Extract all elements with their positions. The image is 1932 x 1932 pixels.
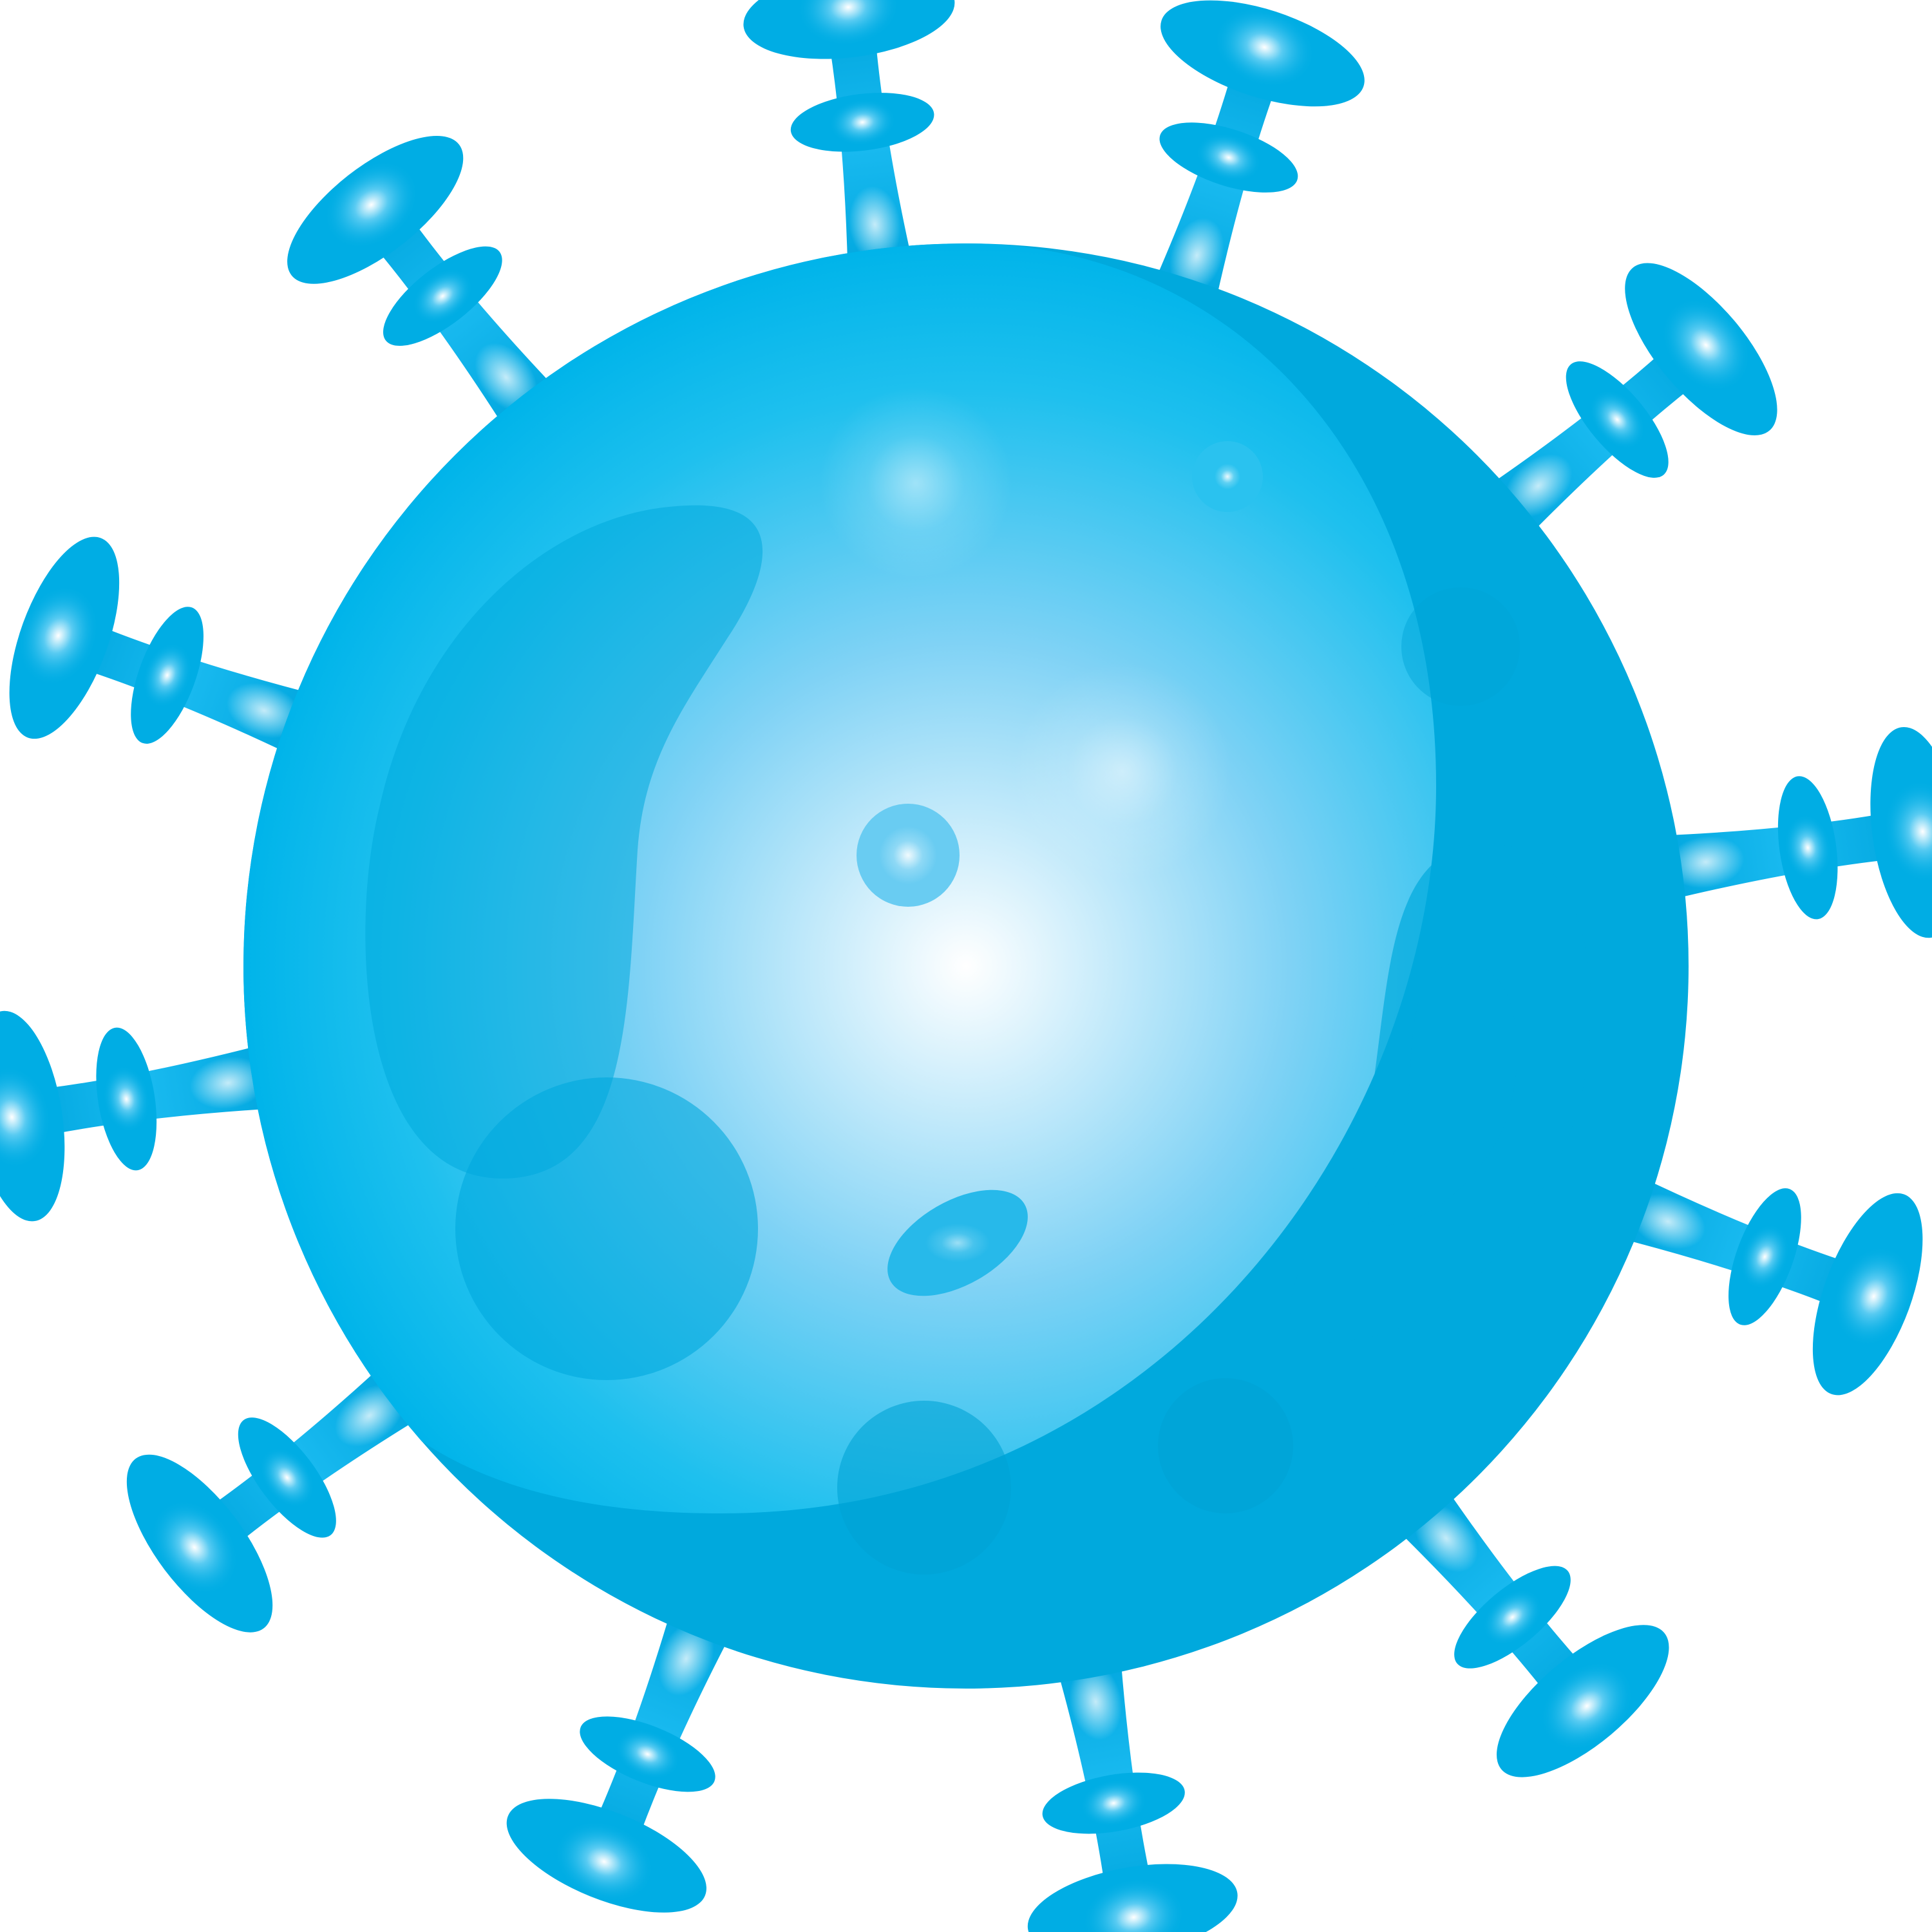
spike-tip-glint: [554, 1821, 654, 1902]
body-spot-large-lower-left: [455, 1077, 758, 1380]
spike-ring-glint: [412, 269, 473, 324]
spike: [1149, 0, 1365, 315]
spike: [506, 1598, 737, 1913]
spike: [1608, 1172, 1923, 1396]
spike-tip-glint: [1540, 1662, 1634, 1751]
spike-base-glow: [1631, 1193, 1706, 1249]
spike-base-glow: [189, 1056, 267, 1110]
spike: [126, 1358, 431, 1633]
body-spot-glow-right: [1013, 662, 1232, 881]
body-shadow-blob-right-inner: [1368, 963, 1517, 1226]
body-spot-top-center: [819, 386, 1012, 580]
body-spot-right: [1401, 587, 1520, 706]
spike-base-glow: [1414, 1504, 1478, 1573]
spike-ring-glint: [102, 1065, 150, 1133]
spike-tip-glint: [1662, 298, 1751, 392]
spike-tip-glint: [1214, 7, 1315, 88]
spike: [1477, 263, 1777, 545]
body-spot-top-right-glint: [1215, 464, 1240, 489]
body-spot-bottom-center: [837, 1401, 1011, 1575]
spike-base-glow: [658, 1621, 714, 1696]
spike-base-glow: [226, 683, 301, 739]
spike-base-glow: [475, 343, 538, 412]
spike: [1387, 1477, 1669, 1777]
body-spot-oval-center-glint: [925, 1224, 990, 1262]
body-spot-lower-right: [1158, 1378, 1293, 1513]
spike-ring-glint: [1589, 390, 1645, 450]
spike-ring-glint: [1080, 1779, 1147, 1827]
spike-ring-glint: [142, 643, 192, 708]
spike-ring-glint: [1784, 814, 1832, 882]
spike-tip-glint: [17, 585, 99, 686]
body-spot-center-glint: [879, 826, 937, 884]
spike-base-glow: [334, 1384, 404, 1447]
spike-tip-glint: [151, 1500, 238, 1595]
spike-ring-glint: [1196, 133, 1262, 182]
spike: [0, 1010, 285, 1222]
spike-base-glow: [1504, 454, 1573, 518]
spike-tip-glint: [1083, 1878, 1185, 1932]
spike: [1027, 1645, 1238, 1932]
spike-tip-glint: [1883, 780, 1932, 883]
spike: [287, 136, 565, 439]
spike-tip-glint: [0, 1066, 52, 1169]
spike-ring-glint: [615, 1729, 680, 1779]
spike-ring-glint: [829, 99, 896, 146]
spike-tip-glint: [797, 0, 900, 46]
spike-base-glow: [849, 185, 902, 263]
spike-ring-glint: [1740, 1224, 1790, 1289]
spike: [743, 0, 955, 280]
spike: [1650, 726, 1932, 938]
body-shadow-blob-left: [365, 505, 763, 1179]
spike-base-glow: [1069, 1663, 1122, 1740]
virus-body: [243, 243, 1689, 1689]
spike-tip-glint: [1833, 1246, 1915, 1347]
spike-base-glow: [1170, 218, 1224, 294]
spike-tip-glint: [324, 160, 419, 249]
spike-base-glow: [1667, 836, 1745, 889]
spike-ring-glint: [260, 1447, 315, 1508]
spike: [9, 536, 324, 760]
spike-ring-glint: [1482, 1589, 1542, 1645]
